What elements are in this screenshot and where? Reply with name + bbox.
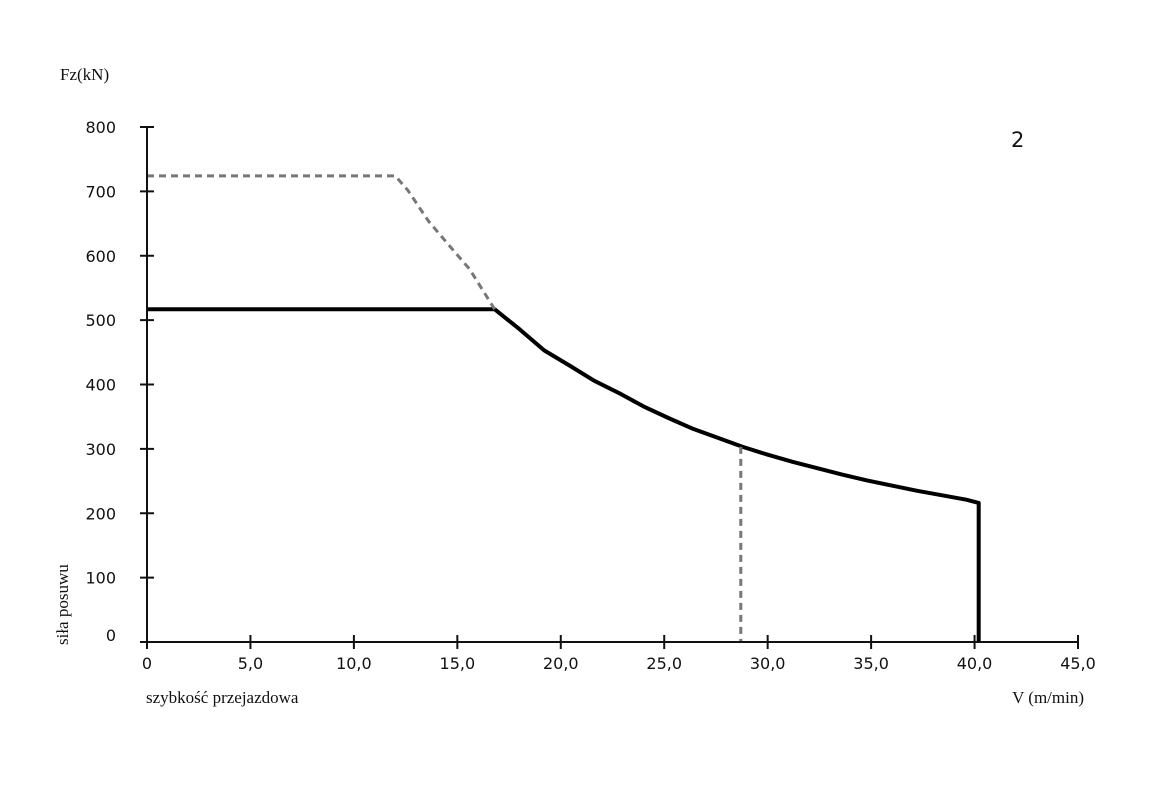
y-axis-title-top: Fz(kN) — [60, 65, 109, 84]
y-tick-label: 600 — [85, 247, 116, 266]
y-tick-label: 100 — [85, 569, 116, 588]
x-tick-label: 30,0 — [750, 654, 786, 673]
y-tick-label: 300 — [85, 440, 116, 459]
y-tick-label: 400 — [85, 376, 116, 395]
x-tick-label: 20,0 — [543, 654, 579, 673]
x-tick-label: 5,0 — [238, 654, 263, 673]
y-tick-label: 800 — [85, 118, 116, 137]
x-tick-label: 0 — [142, 654, 152, 673]
y-axis-title-side: siła posuwu — [53, 564, 72, 645]
solid-force-curve — [147, 307, 981, 642]
x-tick-label: 40,0 — [957, 654, 993, 673]
y-tick-label: 200 — [85, 504, 116, 523]
y-tick-label: 500 — [85, 311, 116, 330]
x-tick-label: 15,0 — [440, 654, 476, 673]
x-tick-label: 25,0 — [646, 654, 682, 673]
x-tick-label: 45,0 — [1060, 654, 1096, 673]
x-tick-label: 10,0 — [336, 654, 372, 673]
y-axis-ticks: 0 100 200 300 400 500 600 700 800 — [85, 118, 154, 645]
x-axis-title-left: szybkość przejazdowa — [146, 688, 299, 707]
y-tick-label: 700 — [85, 182, 116, 201]
series-layer — [147, 174, 981, 642]
x-tick-label: 35,0 — [853, 654, 889, 673]
x-axis-ticks: 0 5,0 10,0 15,0 20,0 25,0 30,0 35,0 40,0 45,0 — [142, 635, 1096, 673]
dashed-limit-line-1 — [147, 174, 496, 310]
x-axis-title-right: V (m/min) — [1012, 688, 1084, 707]
panel-label: 2 — [1011, 128, 1024, 152]
y-tick-label: 0 — [106, 626, 116, 645]
